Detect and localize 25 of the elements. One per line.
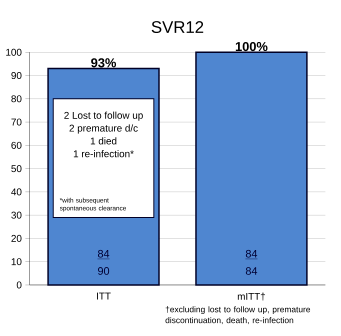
data-label: 100% — [236, 42, 268, 51]
x-tick-label: mITT† — [238, 292, 266, 300]
y-tick-label: 60 — [11, 142, 22, 149]
annotation: 2 premature d/c — [70, 124, 138, 134]
y-tick-label: 20 — [11, 234, 22, 242]
annotation: 84 — [246, 250, 258, 258]
y-tick-label: 90 — [11, 72, 22, 79]
text: †excluding lost to follow up, premature discontinuation, death, re-infection — [166, 306, 310, 324]
annotation: 1 died — [90, 137, 116, 144]
annotation: 84 — [246, 267, 258, 275]
x-tick-label: ITT — [97, 292, 111, 300]
y-tick-label: 10 — [12, 258, 22, 266]
y-tick-label: 100 — [6, 48, 22, 56]
annotation: 84 — [98, 250, 110, 258]
annotation: 2 Lost to follow up — [64, 111, 143, 121]
y-tick-label: 0 — [16, 281, 22, 288]
y-tick-label: 30 — [11, 212, 22, 219]
data-label: 93% — [91, 58, 116, 68]
y-tick-label: 50 — [11, 165, 22, 172]
y-tick-label: 80 — [11, 95, 22, 102]
annotation: 1 re-infection* — [74, 150, 134, 158]
y-tick-label: 40 — [11, 188, 22, 196]
chart-title: SVR12 — [152, 21, 204, 33]
y-tick-label: 70 — [11, 118, 22, 126]
annotation: 90 — [98, 267, 110, 275]
